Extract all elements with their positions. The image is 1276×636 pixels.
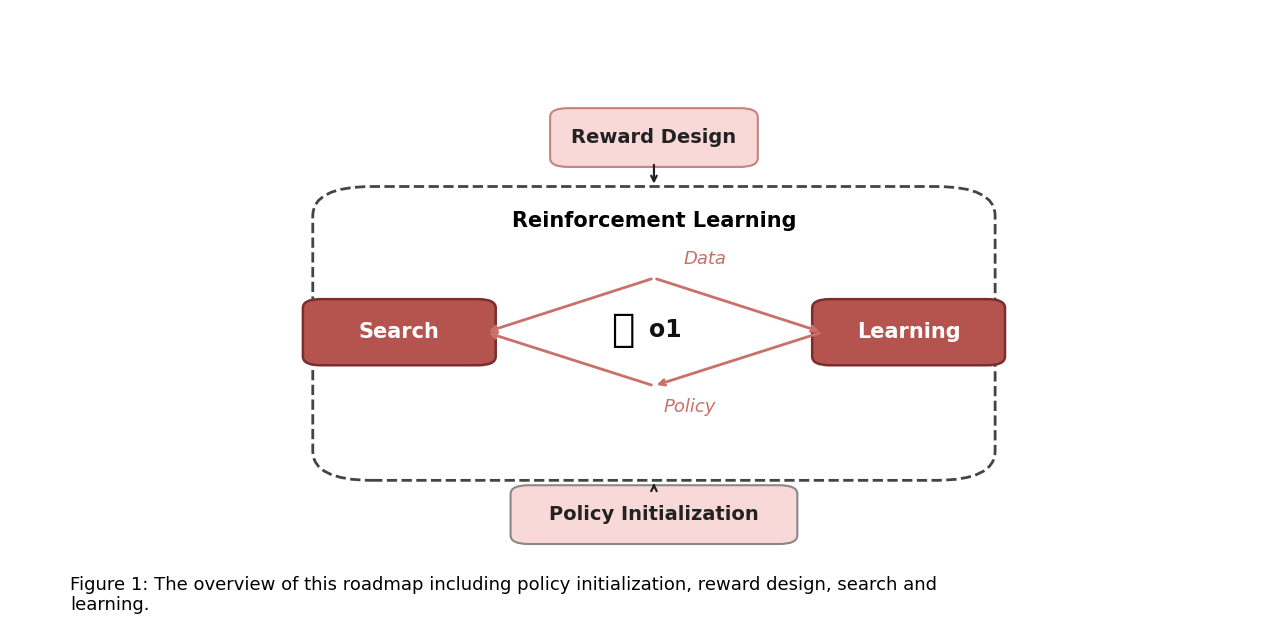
Text: Reinforcement Learning: Reinforcement Learning [512,211,796,231]
FancyBboxPatch shape [510,485,798,544]
FancyBboxPatch shape [313,186,995,480]
FancyBboxPatch shape [813,299,1005,365]
Text: Data: Data [684,251,726,268]
Text: Policy Initialization: Policy Initialization [549,505,759,524]
Text: Reward Design: Reward Design [572,128,736,147]
Text: Policy: Policy [664,398,716,416]
FancyBboxPatch shape [302,299,495,365]
Text: o1: o1 [649,317,681,342]
Text: Search: Search [359,322,440,342]
FancyBboxPatch shape [550,108,758,167]
Text: 🍓: 🍓 [611,310,634,349]
Text: Learning: Learning [856,322,961,342]
Text: Figure 1: The overview of this roadmap including policy initialization, reward d: Figure 1: The overview of this roadmap i… [70,576,937,614]
